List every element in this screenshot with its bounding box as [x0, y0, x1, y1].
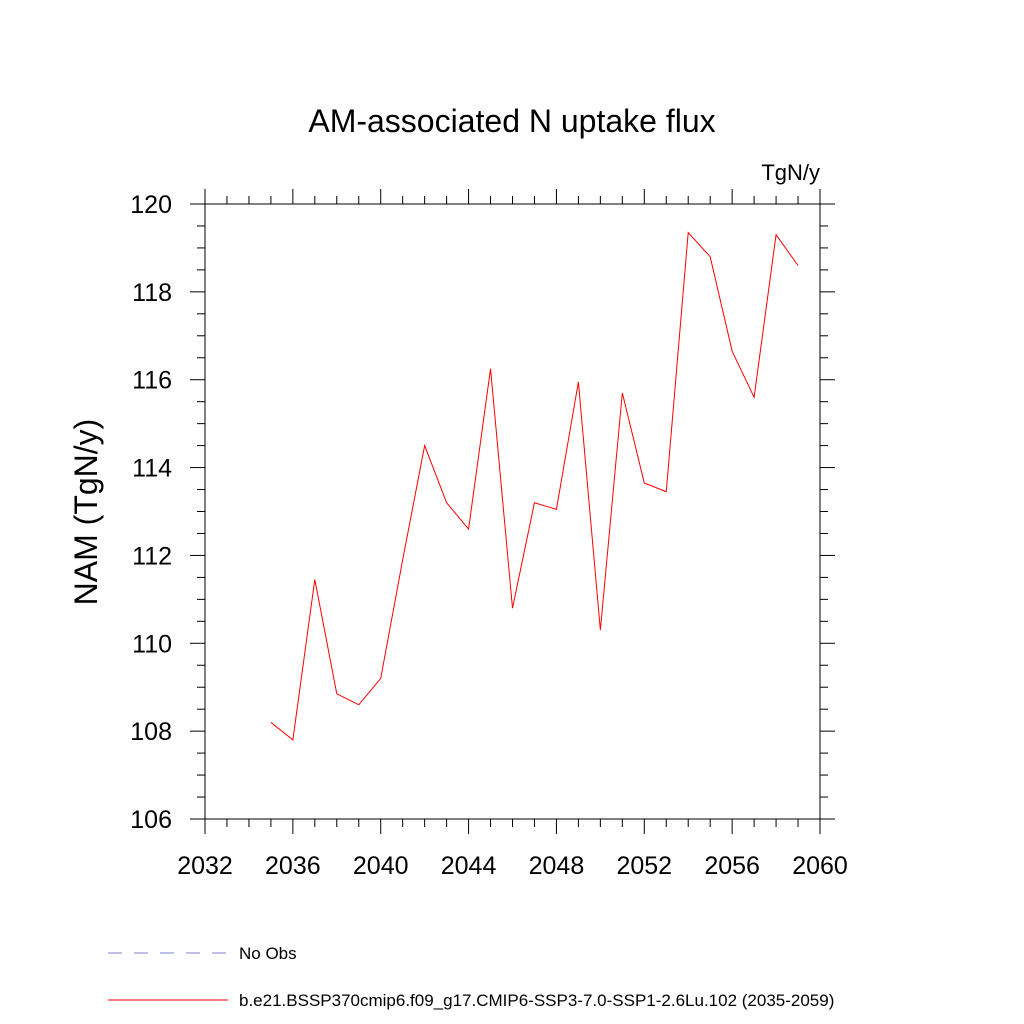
y-tick-label: 110: [132, 630, 172, 658]
series-line: [270, 231, 799, 741]
plot-frame: [204, 203, 821, 820]
x-tick-label: 2048: [529, 852, 585, 880]
y-tick-label: 120: [130, 191, 172, 219]
x-tick-label: 2036: [265, 852, 321, 880]
units-label: TgN/y: [761, 160, 820, 185]
y-axis-label: NAM (TgN/y): [68, 419, 104, 606]
series-layer: [270, 231, 799, 741]
chart-title: AM-associated N uptake flux: [308, 103, 715, 139]
legend: No Obs b.e21.BSSP370cmip6.f09_g17.CMIP6-…: [108, 944, 834, 1010]
y-tick-label: 118: [132, 279, 172, 307]
x-tick-label: 2060: [792, 852, 848, 880]
x-tick-label: 2040: [353, 852, 409, 880]
y-tick-label: 112: [132, 542, 172, 570]
y-tick-label: 106: [130, 806, 172, 834]
x-tick-label: 2032: [177, 852, 233, 880]
y-tick-label: 108: [130, 718, 172, 746]
x-tick-label: 2056: [704, 852, 760, 880]
legend-label-model: b.e21.BSSP370cmip6.f09_g17.CMIP6-SSP3-7.…: [239, 991, 834, 1010]
legend-label-no-obs: No Obs: [239, 944, 297, 963]
x-tick-label: 2052: [616, 852, 672, 880]
y-tick-label: 114: [132, 455, 172, 483]
axis-ticks: 2032 2036 2040 2044 2048 2052 2056 2060 106 108 11…: [130, 189, 848, 880]
x-tick-label: 2044: [441, 852, 497, 880]
y-tick-label: 116: [132, 367, 172, 395]
